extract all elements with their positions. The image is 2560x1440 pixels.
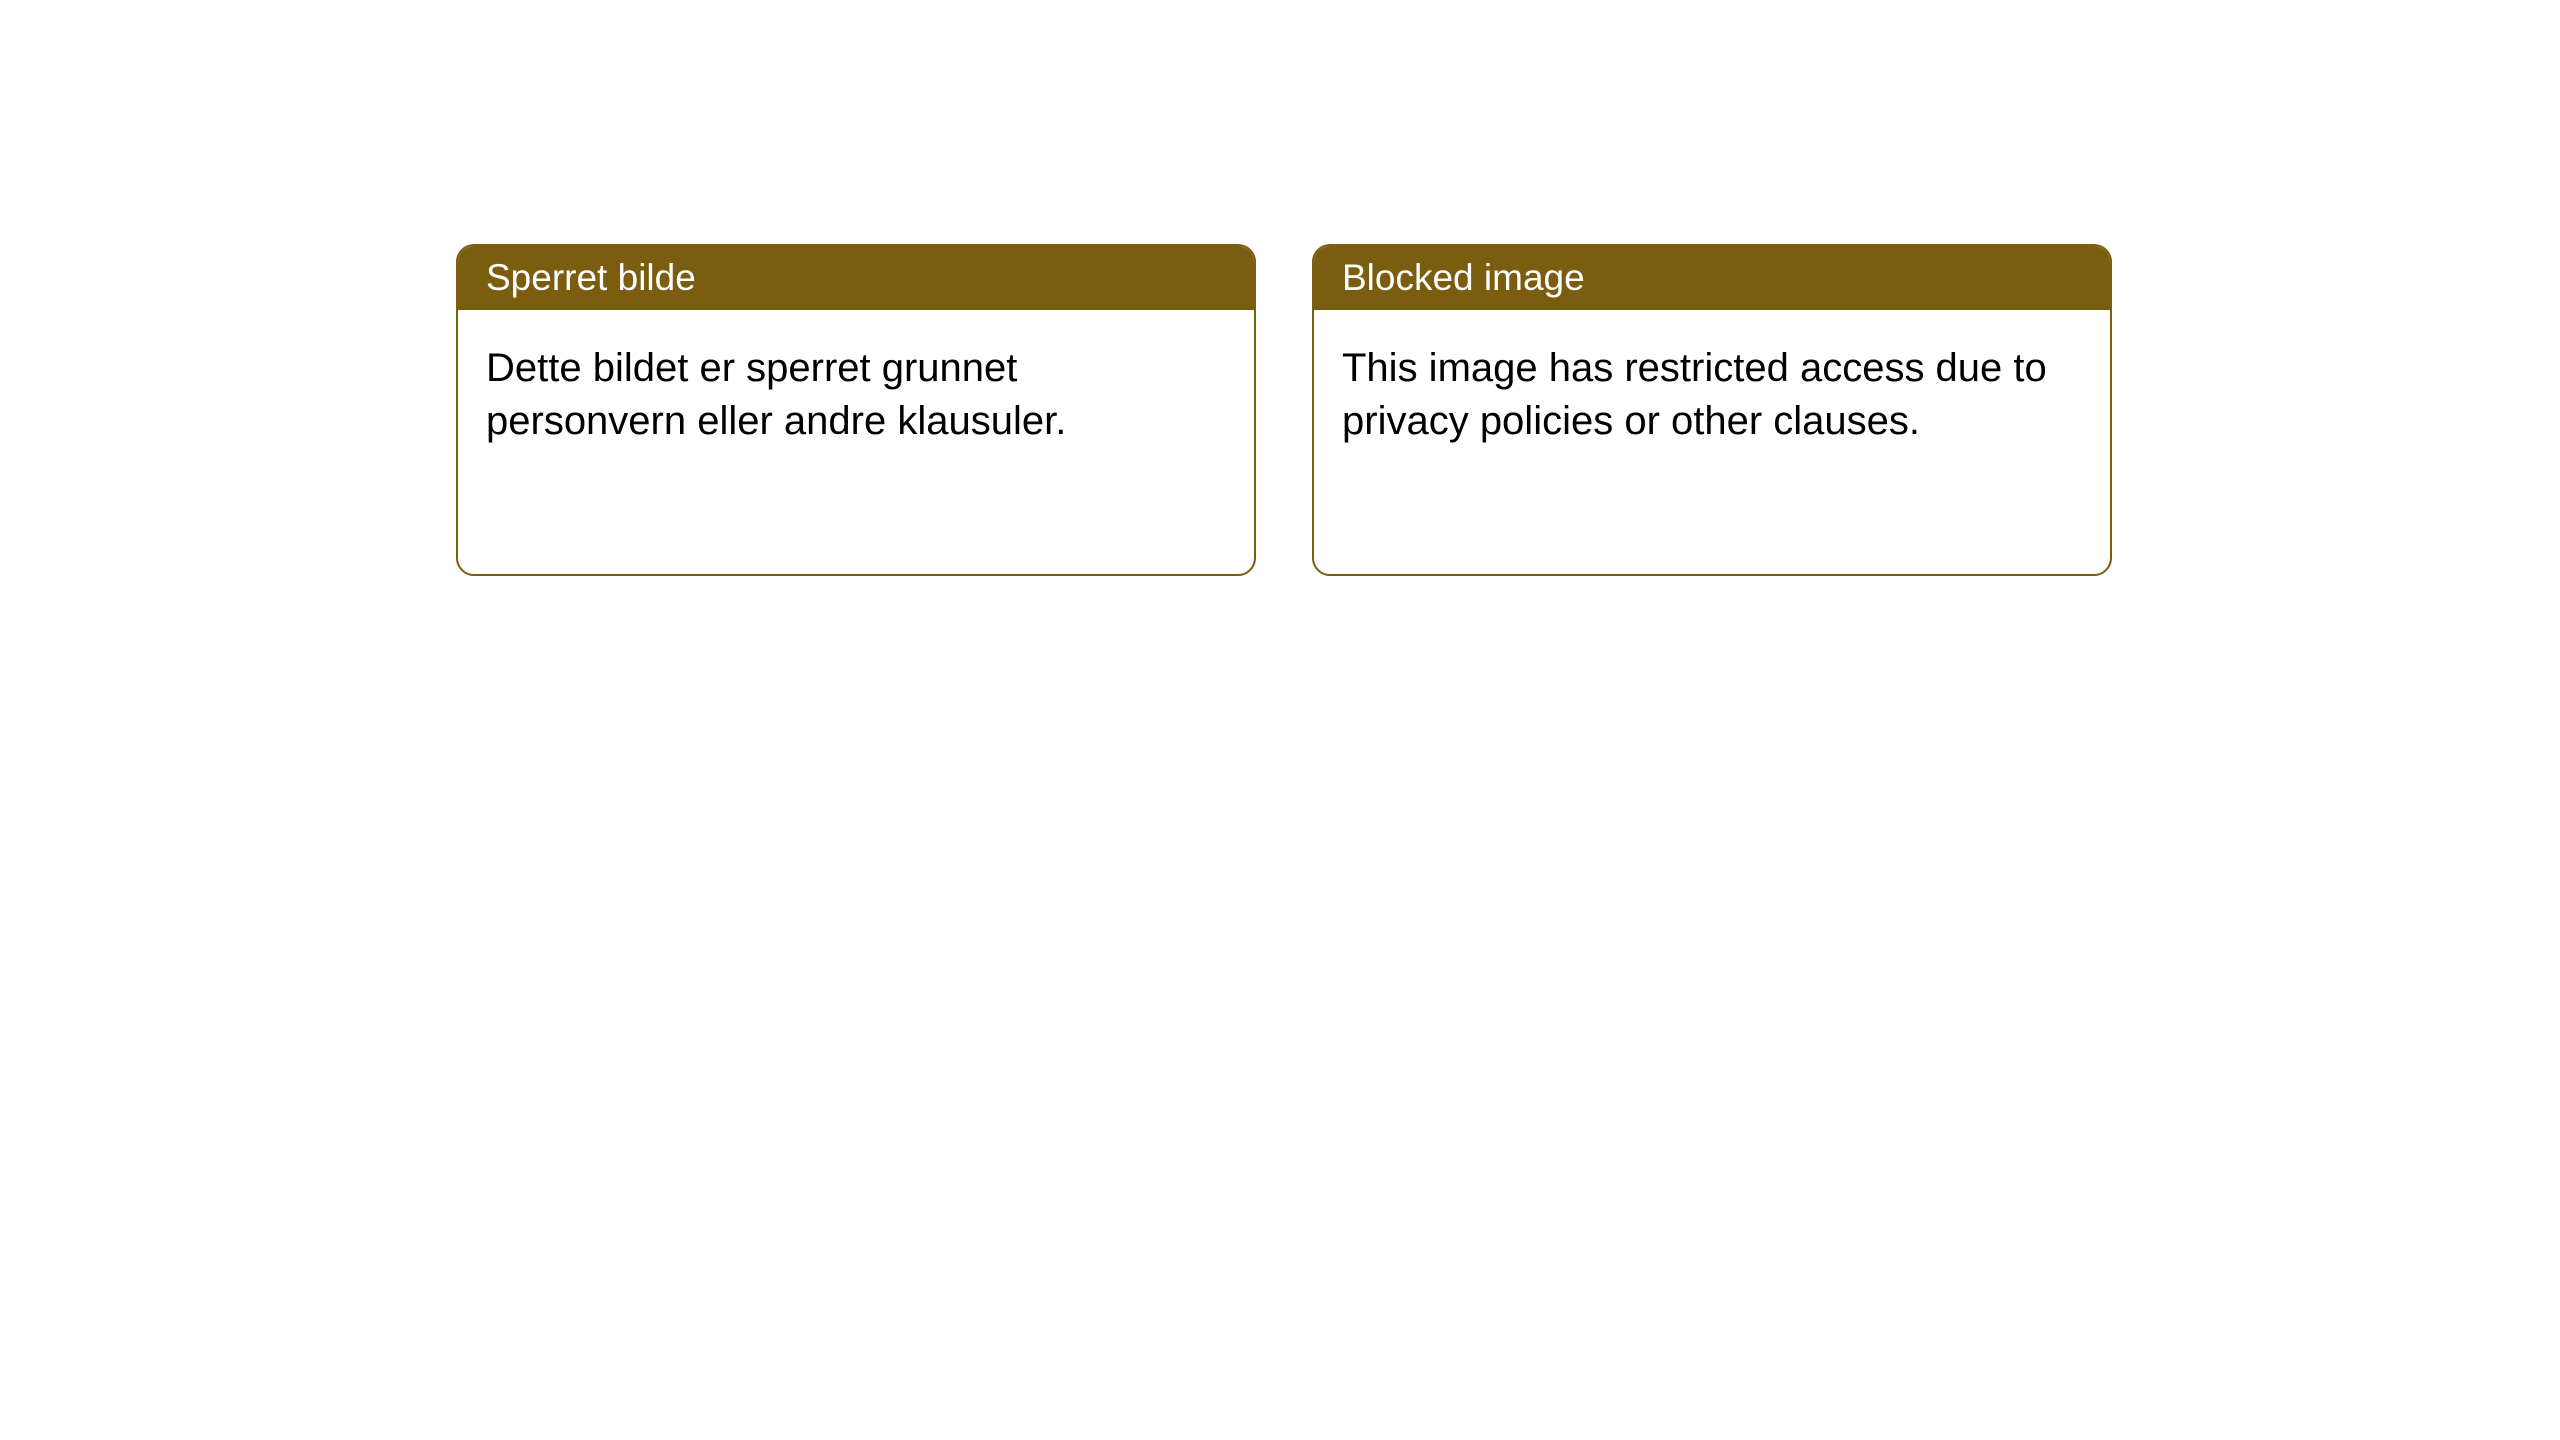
- notice-body: This image has restricted access due to …: [1314, 310, 2110, 480]
- notice-container: Sperret bilde Dette bildet er sperret gr…: [0, 0, 2560, 576]
- notice-title: Sperret bilde: [458, 246, 1254, 310]
- notice-title: Blocked image: [1314, 246, 2110, 310]
- notice-card-english: Blocked image This image has restricted …: [1312, 244, 2112, 576]
- notice-body: Dette bildet er sperret grunnet personve…: [458, 310, 1254, 480]
- notice-card-norwegian: Sperret bilde Dette bildet er sperret gr…: [456, 244, 1256, 576]
